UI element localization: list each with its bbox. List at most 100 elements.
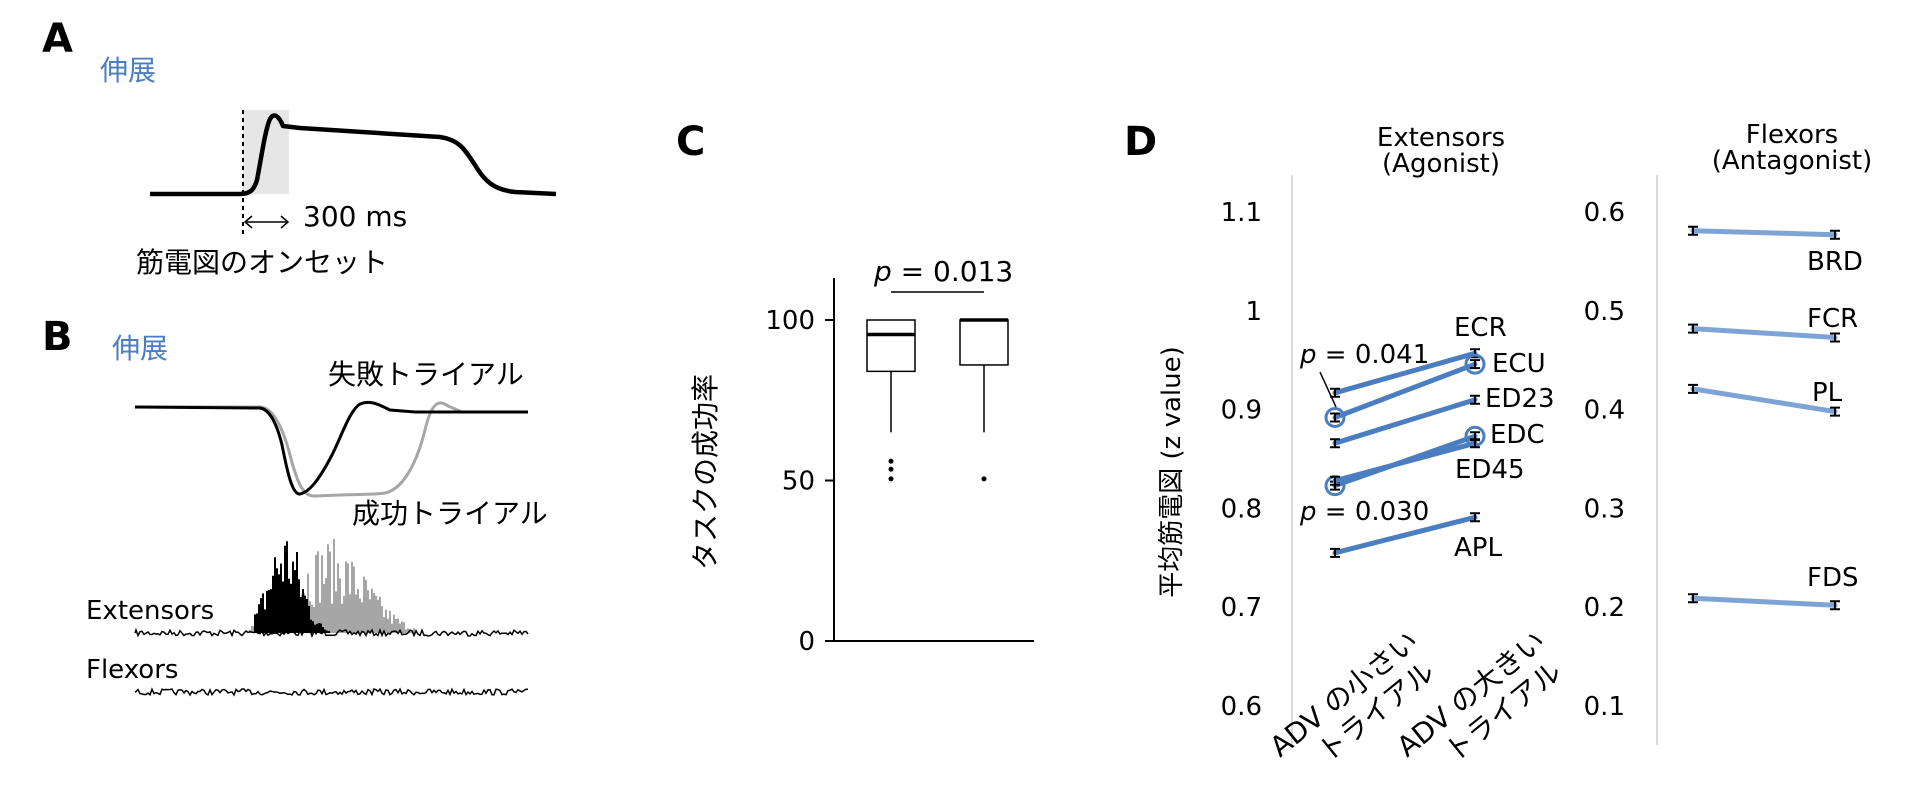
d-flex-series-label-brd: BRD [1807, 247, 1863, 277]
d-flex-line-fcr [1690, 326, 1838, 340]
d-ext-ytick-label-2: 0.8 [1221, 494, 1262, 524]
c-ytick-label-0: 0 [798, 627, 815, 657]
c-box-1-outlier-0 [981, 476, 987, 482]
d-flex-errorbar-fds-0 [1688, 593, 1698, 604]
d-ext-ytick-label-1: 0.7 [1221, 593, 1262, 623]
d-flexors-title-line2: (Antagonist) [1712, 146, 1873, 176]
d-ext-line-ecu [1332, 361, 1478, 421]
d-y-axis-label: 平均筋電図 (z value) [1157, 346, 1187, 597]
d-ext-errorbar-ed23-1 [1470, 394, 1480, 405]
d-flex-line-pl [1690, 386, 1838, 415]
d-ext-line-ed45 [1332, 440, 1478, 484]
d-flex-errorbar-fds-1 [1830, 600, 1840, 611]
d-ext-errorbar-ecu-0 [1330, 412, 1340, 423]
d-flex-ytick-label-3: 0.4 [1584, 396, 1625, 426]
flexor-baseline-noise [134, 687, 528, 697]
d-ext-line-apl [1332, 514, 1478, 556]
duration-label: 300 ms [303, 200, 407, 233]
c-y-ticks: 0 50 100 [765, 306, 834, 657]
d-ext-errorbar-ecu-1 [1470, 359, 1480, 370]
d-ext-errorbar-ed45-0 [1330, 475, 1340, 486]
d-p1-italic: p [1299, 340, 1317, 370]
d-p-annotation-1: p = 0.041 [1299, 340, 1429, 370]
c-p-value: = 0.013 [892, 255, 1013, 288]
d-ext-line-ecr [1332, 350, 1478, 396]
d-ext-series-label-ecu: ECU [1492, 349, 1546, 379]
panel-a-condition-label: 伸展 [100, 54, 156, 87]
d-flex-errorbar-fcr-1 [1830, 332, 1840, 343]
d-ext-y-ticks: 0.6 0.7 0.8 0.9 1 1.1 [1221, 198, 1262, 722]
c-ytick-label-2: 100 [765, 306, 815, 336]
panel-c-letter: C [676, 119, 705, 165]
d-ext-errorbar-ed23-0 [1330, 438, 1340, 449]
d-flex-ytick-label-1: 0.2 [1584, 593, 1625, 623]
d-p1-pointer [1319, 371, 1337, 408]
panel-a: A 伸展 300 ms 筋電図のオンセット [42, 16, 557, 279]
panel-b-letter: B [42, 314, 73, 360]
c-p-italic: p [873, 255, 892, 288]
c-box-0-outlier-1 [888, 466, 894, 472]
d-ext-ytick-label-0: 0.6 [1221, 692, 1262, 722]
d-ext-sig-marker-ecu-0 [1324, 407, 1346, 429]
c-box-0-outlier-2 [888, 476, 894, 482]
d-flex-line-fds [1690, 595, 1838, 608]
extensor-emg-fail [254, 541, 330, 633]
panel-d: D Extensors (Agonist) Flexors (Antagonis… [1124, 119, 1873, 768]
d-ext-series-label-ed45: ED45 [1455, 455, 1525, 485]
d-extensors-title-line1: Extensors [1377, 123, 1505, 153]
fail-trial-trace [134, 400, 528, 496]
panel-b: B 伸展 失敗トライアル 成功トライアル Extensors Flexors [42, 314, 548, 697]
d-flex-errorbar-brd-0 [1688, 225, 1698, 236]
d-ext-ytick-label-4: 1 [1245, 297, 1262, 327]
c-box-1 [959, 319, 1009, 366]
d-flex-ytick-label-5: 0.6 [1584, 198, 1625, 228]
d-ext-series-label-edc: EDC [1490, 420, 1545, 450]
d-flex-errorbar-pl-1 [1830, 406, 1840, 417]
flexor-emg-baseline [134, 687, 528, 697]
c-y-axis-label: タスクの成功率 [689, 374, 722, 570]
d-flex-ytick-label-2: 0.3 [1584, 494, 1625, 524]
duration-arrow-heads [243, 215, 290, 229]
success-trial-trace [135, 401, 528, 498]
panel-d-letter: D [1124, 119, 1157, 165]
onset-label: 筋電図のオンセット [136, 246, 388, 279]
d-extensors-title-line2: (Agonist) [1382, 149, 1500, 179]
d-xtick-1: ADV の小さい トライアル [1264, 624, 1441, 768]
d-flex-series-label-fds: FDS [1807, 563, 1858, 593]
d-flex-series-label-fcr: FCR [1807, 304, 1858, 334]
c-box-0 [866, 319, 916, 373]
d-flexors-title-line1: Flexors [1746, 120, 1838, 150]
d-ext-series: ECR ECU ED23 EDC ED45 APL [1324, 313, 1555, 563]
fail-trial-label: 失敗トライアル [328, 358, 524, 391]
d-p2-value: = 0.030 [1317, 497, 1430, 527]
emg-envelope-trace [150, 113, 557, 197]
d-flex-errorbar-pl-0 [1688, 383, 1698, 394]
d-flex-series-label-pl: PL [1812, 378, 1843, 408]
d-ext-errorbar-ed45-1 [1470, 438, 1480, 449]
d-p-annotation-2: p = 0.030 [1299, 497, 1429, 527]
c-box-plots [866, 318, 1009, 482]
d-ext-ytick-label-5: 1.1 [1221, 198, 1262, 228]
extensor-emg-baseline [134, 627, 529, 639]
panel-a-letter: A [42, 16, 73, 62]
d-flex-ytick-label-0: 0.1 [1584, 692, 1625, 722]
d-ext-series-label-ed23: ED23 [1485, 384, 1555, 414]
c-box-0-outlier-0 [888, 458, 894, 464]
extensors-label: Extensors [86, 596, 214, 626]
success-trial-label: 成功トライアル [352, 497, 548, 530]
d-ext-line-ed23 [1332, 397, 1478, 446]
d-ext-errorbar-apl-1 [1470, 512, 1480, 523]
d-flex-y-ticks: 0.1 0.2 0.3 0.4 0.5 0.6 [1584, 198, 1625, 722]
fail-trial-emg-burst [254, 541, 330, 633]
d-flex-line-brd [1690, 228, 1838, 238]
c-ytick-label-1: 50 [782, 467, 815, 497]
d-flex-series: BRD FCR PL FDS [1688, 225, 1863, 611]
d-ext-sig-marker-ecu-1 [1464, 353, 1486, 375]
d-p1-value: = 0.041 [1317, 340, 1430, 370]
flexors-label: Flexors [86, 655, 178, 685]
d-ext-ytick-label-3: 0.9 [1221, 396, 1262, 426]
d-p2-italic: p [1299, 497, 1317, 527]
panel-c: C 0 50 100 タスクの成功率 p = 0.013 [676, 119, 1034, 657]
extensor-baseline-noise [134, 627, 529, 639]
